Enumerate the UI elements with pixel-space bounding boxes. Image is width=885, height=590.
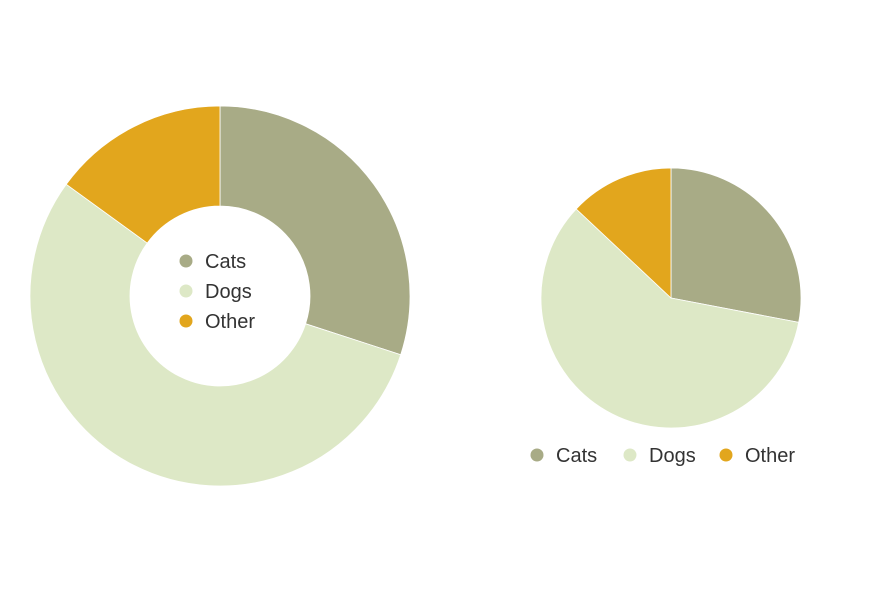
donut-slice-cats[interactable] [219,105,411,356]
pie-legend: Cats Dogs Other [530,445,795,467]
donut-legend-marker-other [179,314,193,328]
donut-chart [29,105,411,487]
pie-legend-marker-dogs [623,448,637,462]
pie-legend-label-cats: Cats [556,445,597,467]
pie-legend-label-dogs: Dogs [649,445,696,467]
pie-legend-marker-cats [530,448,544,462]
pie-slice-dogs[interactable] [540,208,800,429]
pie-legend-marker-other [719,448,733,462]
donut-slice-dogs[interactable] [29,183,402,487]
donut-legend-marker-cats [179,254,193,268]
donut-legend: Cats Dogs Other [179,251,255,333]
donut-legend-label-cats: Cats [205,251,246,273]
donut-legend-label-dogs: Dogs [205,281,252,303]
pie-slice-other[interactable] [575,167,672,299]
donut-slice-other[interactable] [65,105,221,244]
pie-slice-cats[interactable] [670,167,802,323]
donut-legend-marker-dogs [179,284,193,298]
pie-legend-label-other: Other [745,445,795,467]
donut-legend-label-other: Other [205,311,255,333]
pie-chart [540,167,802,429]
